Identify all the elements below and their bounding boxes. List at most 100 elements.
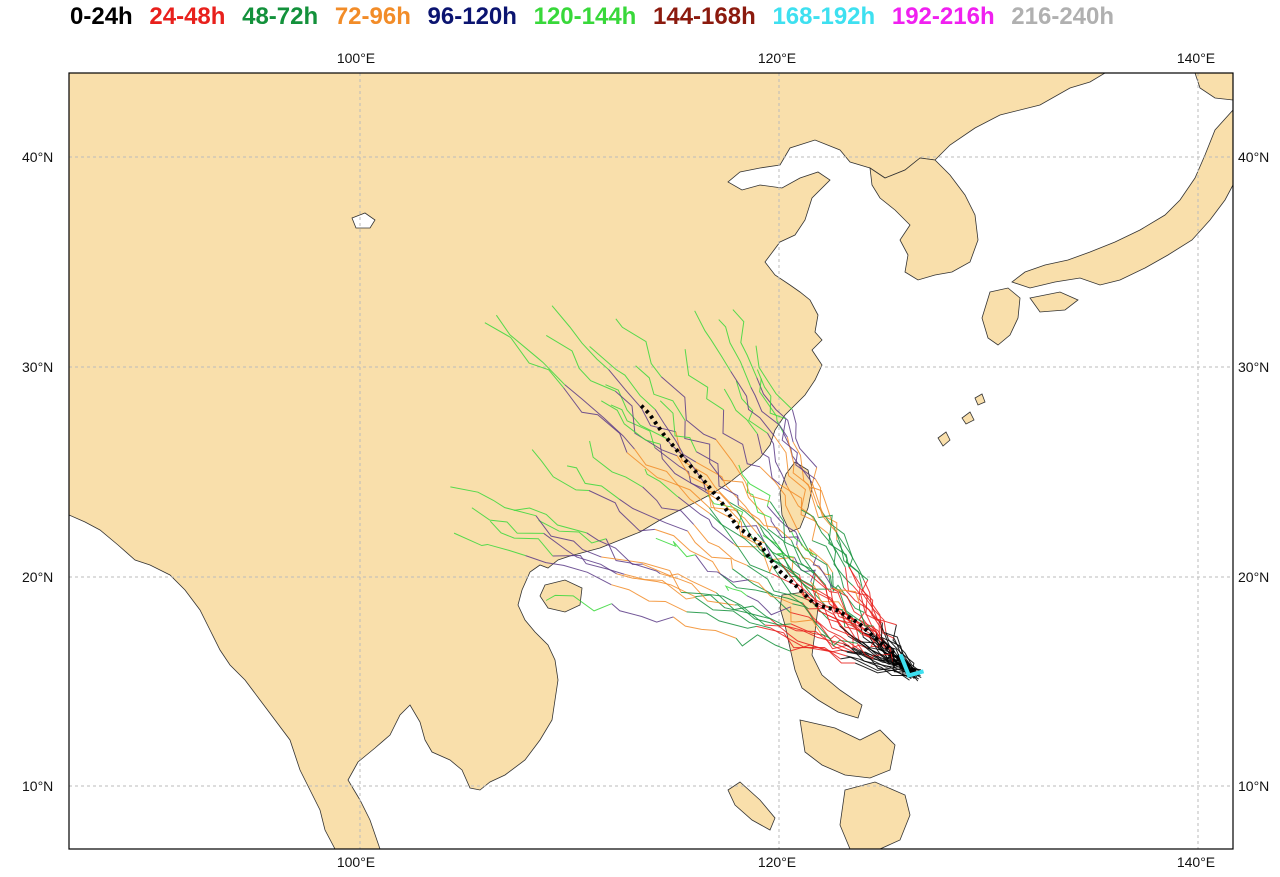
ensemble-member-track: [811, 540, 845, 588]
lon-label-bottom-120e: 120°E: [757, 854, 797, 870]
ensemble-member-track: [695, 597, 771, 629]
ensemble-member-track: [811, 482, 838, 541]
ensemble-member-track: [836, 539, 863, 589]
ensemble-member-track: [732, 568, 803, 604]
ensemble-member-track: [676, 455, 738, 511]
legend-item-24-48h: 24-48h: [149, 3, 226, 30]
ensemble-member-track: [856, 643, 890, 660]
ensemble-member-track: [642, 486, 695, 525]
ensemble-member-track: [513, 507, 587, 534]
ryukyu-islands: [937, 393, 986, 447]
japan-hokkaido: [1194, 73, 1233, 101]
ensemble-member-track: [832, 572, 865, 614]
ensemble-member-track: [552, 555, 625, 575]
ensemble-member-track: [798, 532, 832, 588]
ensemble-member-track: [746, 595, 791, 616]
japan-kyushu: [981, 287, 1021, 346]
lat-label-right-20n: 20°N: [1238, 569, 1270, 585]
ensemble-member-track: [738, 464, 771, 507]
ensemble-member-track: [791, 531, 817, 557]
ensemble-member-track: [756, 369, 786, 420]
ensemble-member-track: [615, 318, 662, 378]
ensemble-member-track: [830, 587, 876, 636]
ensemble-member-track: [735, 380, 768, 434]
qinghai-lake: [351, 212, 376, 229]
legend-item-144-168h: 144-168h: [653, 3, 756, 30]
ensemble-member-track: [635, 365, 686, 421]
ensemble-member-track: [535, 515, 602, 558]
lat-label-left-20n: 20°N: [22, 569, 54, 585]
lat-label-left-10n: 10°N: [22, 778, 54, 794]
ensemble-member-track: [684, 420, 724, 481]
lon-label-bottom-140e: 140°E: [1176, 854, 1216, 870]
ensemble-member-track: [854, 637, 910, 674]
ensemble-member-track: [694, 310, 732, 372]
lat-label-right-30n: 30°N: [1238, 359, 1270, 375]
ensemble-tracks: [450, 305, 922, 682]
ensemble-member-track: [790, 606, 822, 635]
ensemble-member-track: [659, 444, 708, 491]
legend-item-168-192h: 168-192h: [772, 3, 876, 30]
ensemble-member-track: [660, 376, 717, 440]
legend-item-96-120h: 96-120h: [427, 3, 517, 30]
ensemble-member-track: [677, 496, 734, 545]
ensemble-member-track: [525, 555, 612, 586]
ensemble-member-track: [453, 532, 526, 557]
ensemble-member-track: [718, 319, 752, 388]
ensemble-member-track: [861, 588, 895, 639]
ensemble-member-track: [792, 603, 831, 640]
ensemble-member-track: [693, 524, 748, 566]
ensemble-member-track: [750, 387, 788, 438]
ensemble-member-track: [723, 388, 758, 435]
initial-position-marker: [898, 653, 925, 678]
ensemble-member-track: [709, 493, 766, 544]
ensemble-mean-track: [637, 401, 917, 673]
ensemble-member-track: [729, 501, 790, 570]
ensemble-member-track: [735, 634, 791, 652]
ensemble-member-track: [666, 438, 707, 491]
legend-item-192-216h: 192-216h: [891, 3, 995, 30]
ensemble-member-track: [614, 390, 678, 457]
ensemble-member-track: [687, 530, 733, 569]
ensemble-member-track: [844, 567, 883, 624]
ensemble-member-track: [786, 436, 819, 518]
ensemble-member-track: [634, 448, 711, 515]
ensemble-member-track: [706, 489, 763, 548]
ensemble-member-track: [624, 573, 696, 600]
ensemble-member-track: [843, 587, 880, 639]
ensemble-member-track: [589, 440, 643, 488]
lat-label-left-30n: 30°N: [22, 359, 54, 375]
ensemble-member-track: [654, 409, 697, 463]
asia-mainland: [69, 73, 1106, 849]
graticule: [69, 73, 1233, 849]
ensemble-member-track: [773, 435, 807, 510]
legend-item-48-72h: 48-72h: [242, 3, 319, 30]
ensemble-member-track: [722, 479, 769, 530]
ensemble-member-track: [769, 501, 815, 574]
palawan-island: [727, 781, 776, 831]
ensemble-member-track: [563, 387, 628, 453]
ensemble-member-track: [730, 371, 775, 437]
ensemble-member-track: [655, 537, 696, 558]
ensemble-member-track: [756, 433, 781, 486]
ensemble-member-track: [820, 633, 858, 647]
ensemble-member-track: [791, 409, 818, 468]
ensemble-member-track: [724, 585, 748, 597]
lon-label-top-120e: 120°E: [757, 50, 797, 66]
lat-label-left-40n: 40°N: [22, 149, 54, 165]
ensemble-member-track: [686, 611, 757, 629]
ensemble-member-track: [756, 625, 841, 660]
ensemble-member-track: [719, 573, 791, 613]
ensemble-member-track: [545, 335, 616, 392]
ensemble-member-track: [829, 634, 868, 649]
ensemble-member-track: [767, 432, 788, 486]
ensemble-member-track: [814, 478, 837, 533]
lon-label-bottom-100e: 100°E: [336, 854, 376, 870]
ensemble-member-track: [892, 624, 922, 673]
ensemble-member-track: [846, 655, 914, 676]
forecast-hour-legend: 0-24h 24-48h 48-72h 72-96h 96-120h 120-1…: [70, 2, 1124, 32]
ensemble-member-track: [789, 611, 855, 653]
ensemble-member-track: [809, 574, 864, 634]
ensemble-member-track: [545, 594, 612, 612]
legend-item-120-144h: 120-144h: [533, 3, 637, 30]
